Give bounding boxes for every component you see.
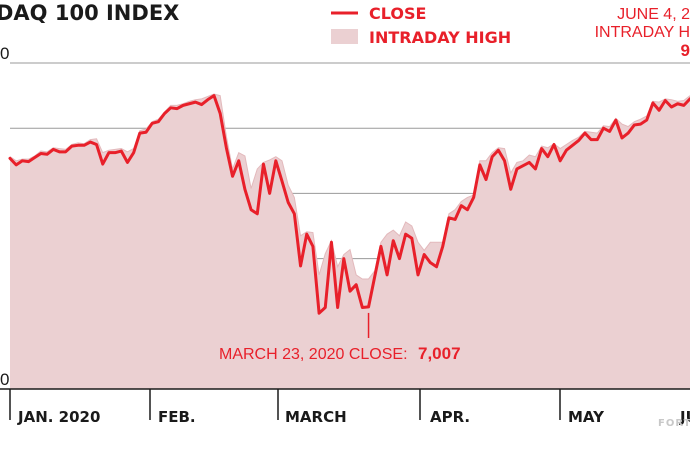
legend: CLOSE INTRADAY HIGH [331,4,511,47]
close-line [8,94,690,315]
x-tick-label: APR. [430,408,470,426]
x-tick-label: MAY [568,408,605,426]
march-annotation-value: 7,007 [418,344,461,363]
source-credit: FORT [658,418,690,429]
x-tick-label: FEB. [158,408,196,426]
march-annotation: MARCH 23, 2020 CLOSE: 7,007 [219,312,461,363]
june-annotation-line-1: JUNE 4, 2 [617,6,690,23]
y-tick-label: 0 [0,370,9,389]
legend-close-label: CLOSE [369,4,426,23]
june-annotation: JUNE 4, 2 INTRADAY H 9 [595,6,690,60]
march-annotation-text: MARCH 23, 2020 CLOSE: 7,007 [219,344,461,363]
march-annotation-label: MARCH 23, 2020 CLOSE: [219,346,408,363]
x-tick-labels: JAN. 2020 FEB. MARCH APR. MAY JU [17,408,690,426]
june-annotation-value: 9 [681,41,690,60]
intraday-high-edge [9,93,690,280]
x-tick-label: JU [679,408,690,426]
legend-intraday-high-label: INTRADAY HIGH [369,28,511,47]
x-tick-label: MARCH [285,408,347,426]
legend-intraday-high-swatch [331,29,358,44]
june-annotation-line-2: INTRADAY H [595,24,690,41]
month-dividers [9,389,561,420]
x-tick-label: JAN. 2020 [17,408,100,426]
y-tick-labels: 00 [0,44,9,389]
chart-title: DAQ 100 INDEX [0,1,179,25]
y-tick-label: 0 [0,44,9,63]
